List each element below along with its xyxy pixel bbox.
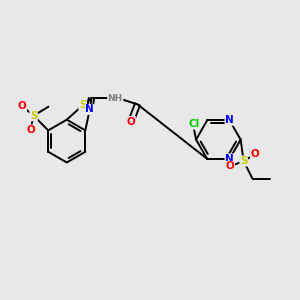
Text: O: O	[250, 149, 259, 160]
Text: O: O	[226, 161, 235, 171]
Text: N: N	[225, 115, 234, 125]
Text: S: S	[30, 111, 37, 121]
Text: S: S	[240, 156, 247, 166]
Text: N: N	[225, 154, 234, 164]
Text: S: S	[79, 100, 86, 110]
Text: Cl: Cl	[188, 119, 199, 129]
Text: O: O	[18, 101, 27, 111]
Text: O: O	[127, 117, 135, 127]
Text: O: O	[26, 125, 35, 135]
Text: N: N	[85, 104, 94, 115]
Text: NH: NH	[108, 94, 123, 103]
